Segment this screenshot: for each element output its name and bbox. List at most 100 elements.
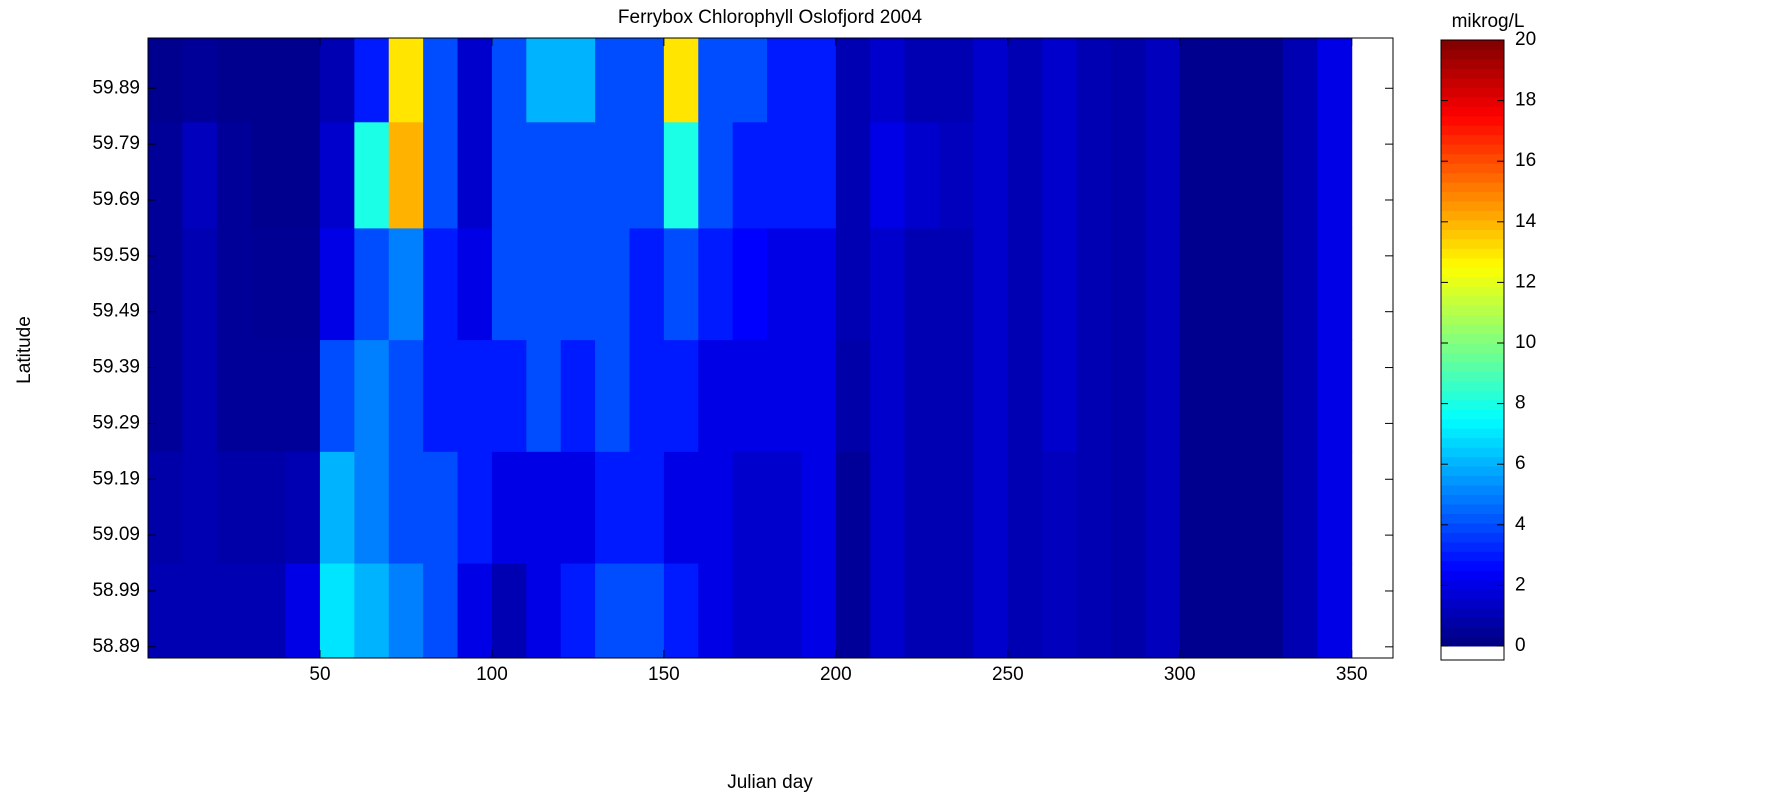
colorbar-swatch [1441,153,1504,164]
heat-cell [1282,563,1318,659]
heat-cell [732,339,768,452]
colorbar-swatch [1441,324,1504,335]
heat-cell [216,451,252,564]
heat-cell [251,451,287,564]
heat-cell [1179,563,1215,659]
heat-cell [1110,38,1146,123]
heat-cell [491,38,527,123]
heat-cell [1042,38,1078,123]
heat-cell [423,227,459,341]
heat-cell [1248,227,1284,341]
x-tick-label: 150 [648,664,680,685]
colorbar-swatch [1441,295,1504,306]
heat-cell [526,227,562,341]
heat-cell [457,563,493,659]
heat-cell [1317,38,1353,123]
heat-cell [835,121,871,229]
heat-cell [870,121,906,229]
colorbar-swatch [1441,210,1504,221]
heat-cell [285,38,321,123]
heat-cell [663,38,699,123]
heat-cell [939,227,974,341]
heat-cell [1076,227,1112,341]
colorbar-swatch [1441,77,1504,88]
colorbar-swatch [1441,96,1504,107]
colorbar-tick-label: 2 [1515,574,1526,595]
heat-cell [423,121,459,229]
colorbar-swatch [1441,551,1504,562]
colorbar-tick-label: 0 [1515,635,1526,656]
heat-cell [182,227,218,341]
heat-cell [1179,451,1215,564]
heat-cell [388,339,424,452]
colorbar-swatch [1441,333,1504,344]
heat-cell [285,121,321,229]
colorbar-swatch [1441,456,1504,467]
heat-cell [698,339,734,452]
heat-cell [939,121,974,229]
heat-cell [148,451,183,564]
heat-cell [595,121,630,229]
heat-cell [732,121,768,229]
heat-cell [1042,227,1078,341]
colorbar-swatch [1441,305,1504,316]
heat-cell [595,451,630,564]
colorbar-swatch [1441,361,1504,372]
heat-cell [216,339,252,452]
heat-cell [835,451,871,564]
colorbar-swatch [1441,267,1504,278]
heat-cell [457,121,493,229]
heat-cell [354,451,390,564]
heat-cell [1042,451,1078,564]
heat-cell [560,121,596,229]
heat-cell [595,339,630,452]
heat-cell [1145,451,1181,564]
heat-cell [870,227,906,341]
heat-cell [629,451,665,564]
colorbar-swatch [1441,200,1504,211]
heat-cell [182,563,218,659]
colorbar-swatch [1441,494,1504,505]
heat-cell [1248,121,1284,229]
heat-cell [1007,121,1043,229]
colorbar-swatch [1441,276,1504,287]
colorbar-swatch [1441,447,1504,458]
heat-cell [182,121,218,229]
heat-cell [870,451,906,564]
heat-cell [388,227,424,341]
colorbar-tick-label: 4 [1515,514,1526,535]
heat-cell [1282,227,1318,341]
colorbar-swatch [1441,513,1504,524]
heat-cell [319,38,355,123]
heat-cell [148,121,183,229]
heat-cell [491,563,527,659]
heat-cell [354,563,390,659]
heat-cell [319,451,355,564]
heat-cell [663,339,699,452]
heat-cell [904,121,940,229]
heat-cell [663,227,699,341]
heat-cell [1145,339,1181,452]
heat-cell [1282,38,1318,123]
heat-cell [388,563,424,659]
heat-cell [1007,38,1043,123]
heat-cell [1145,227,1181,341]
colorbar-swatch [1441,58,1504,69]
colorbar-swatch [1441,286,1504,297]
colorbar-swatch [1441,248,1504,259]
heat-cell [1248,339,1284,452]
heat-cell [801,121,837,229]
heat-cell [1179,339,1215,452]
heat-cell [698,563,734,659]
colorbar-tick-label: 8 [1515,393,1526,414]
heat-cell [1042,339,1078,452]
heat-cell [835,227,871,341]
heat-cell [939,339,974,452]
colorbar-swatch [1441,485,1504,495]
heat-cell [835,339,871,452]
colorbar-tick-label: 6 [1515,453,1526,474]
colorbar-swatch [1441,134,1504,145]
colorbar-swatch [1441,115,1504,126]
colorbar-swatch [1441,598,1504,609]
